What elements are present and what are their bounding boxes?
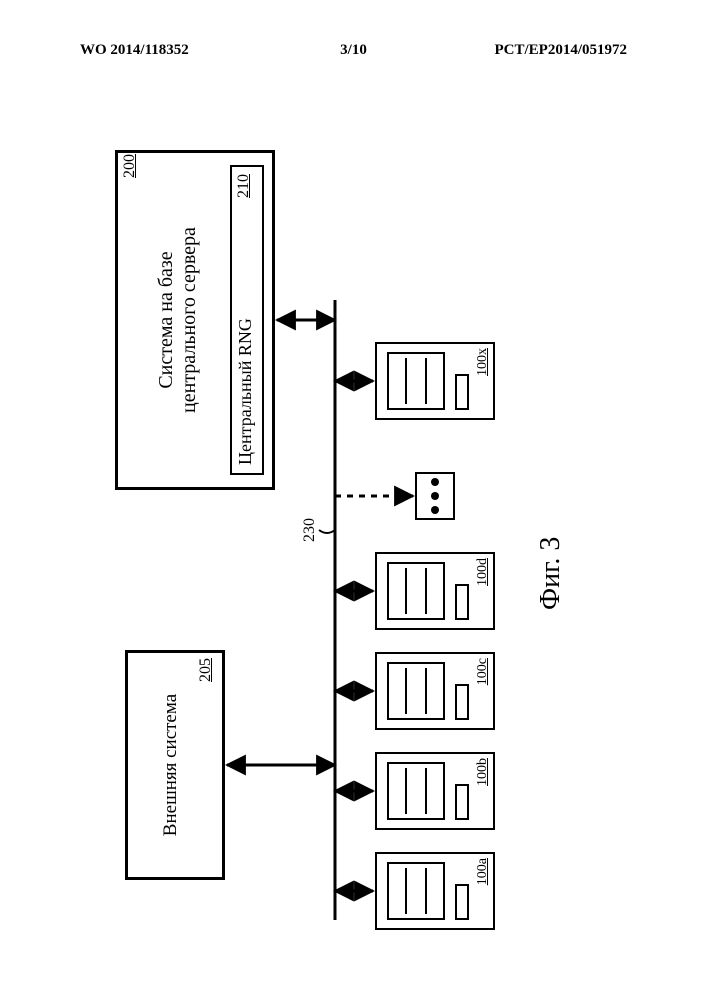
figure-caption: Фиг. 3 — [535, 537, 567, 610]
header-app-number: PCT/EP2014/051972 — [494, 42, 627, 59]
header-pub-number: WO 2014/118352 — [80, 42, 189, 59]
figure-3: Внешняя система 205 Система на базе цент… — [115, 140, 585, 940]
header-page-number: 3/10 — [340, 42, 367, 59]
connectors — [115, 140, 585, 940]
page: WO 2014/118352 3/10 PCT/EP2014/051972 Вн… — [0, 0, 707, 1000]
